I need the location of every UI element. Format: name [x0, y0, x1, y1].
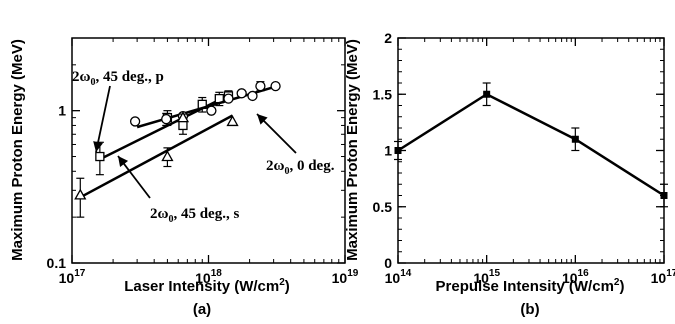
panel-a-x-tick-label: 1019	[332, 268, 359, 286]
panel-a-point-circle	[161, 113, 172, 125]
panel-a-point-triangle	[226, 115, 239, 127]
panel-a-point-circle	[270, 80, 281, 92]
panel-b-x-tick-label: 1016	[562, 268, 589, 286]
panel-b-point	[571, 135, 579, 143]
panel-b-point	[394, 147, 402, 154]
panel-a-plot-area: 1017 1018 1019 0.1 1 2ω0, 45 deg., p 2ω0, 0 de…	[47, 37, 359, 286]
panel-a-point-triangle	[176, 111, 190, 123]
panel-a-y-axis-label: Maximum Proton Energy (MeV)	[9, 39, 26, 261]
panel-b-y-tick-label: 2	[384, 30, 392, 46]
panel-b-point	[660, 192, 668, 199]
panel-a-point-square	[95, 151, 105, 162]
panel-a-fit-line-3	[79, 114, 234, 199]
panel-a-x-tick-label: 1018	[195, 268, 222, 286]
panel-b-data-line	[397, 92, 665, 197]
panel-b-x-axis-label: Prepulse Intensity (W/cm2)	[436, 277, 625, 295]
panel-a-annotation-3: 2ω0, 45 deg., s	[150, 206, 239, 225]
panel-a-point-circle	[206, 105, 217, 116]
panel-a-point-circle	[247, 90, 258, 102]
panel-a-point-triangle	[74, 188, 87, 200]
panel-b-y-tick-label: 0.5	[373, 199, 393, 215]
panel-a-annotation-arrow-head	[118, 156, 129, 167]
panel-a-y-tick-label: 0.1	[47, 255, 67, 271]
panel-b-y-axis-label: Maximum Proton Energy (MeV)	[344, 39, 361, 261]
panel-b-label: (b)	[520, 301, 539, 318]
panel-a-annotation-2: 2ω0, 0 deg.	[266, 158, 335, 177]
panel-a: 1017 1018 1019 0.1 1 2ω0, 45 deg., p 2ω0, 0 de…	[9, 37, 359, 318]
panel-b-x-tick-label: 1017	[651, 268, 675, 286]
panel-b-x-tick-label: 1014	[385, 268, 412, 286]
panel-b: 1014 1015 1016 1017 0 0.5 1 1.5 2 Maximum Proton…	[344, 30, 675, 318]
panel-a-annotation-arrow-line	[95, 85, 111, 153]
panel-a-annotation-1: 2ω0, 45 deg., p	[72, 69, 164, 88]
panel-b-y-tick-label: 0	[384, 255, 392, 271]
panel-a-fit-line-1	[99, 92, 234, 161]
panel-a-x-tick-label: 1017	[59, 268, 86, 286]
panel-a-annotation-arrow-head	[93, 141, 103, 152]
panel-a-label: (a)	[193, 301, 211, 318]
panel-a-point-circle	[223, 93, 234, 104]
panel-b-y-tick-label: 1	[384, 143, 392, 159]
panel-a-y-tick-label: 1	[58, 103, 66, 119]
panel-a-fit-line-2	[136, 84, 278, 129]
panel-b-x-tick-label: 1015	[473, 268, 500, 286]
panel-a-point-circle	[236, 88, 247, 99]
panel-a-point-square	[178, 120, 188, 131]
panel-a-point-circle	[129, 116, 141, 127]
panel-b-y-tick-label: 1.5	[373, 86, 393, 102]
panel-b-plot-area: 1014 1015 1016 1017 0 0.5 1 1.5 2	[373, 30, 675, 286]
panel-a-point-circle	[255, 80, 266, 92]
panel-a-x-axis-label: Laser Intensity (W/cm2)	[124, 277, 290, 295]
panel-b-frame	[397, 37, 665, 264]
panel-a-point-triangle	[161, 150, 174, 162]
panel-a-annotation-arrow-head	[257, 114, 268, 125]
panel-b-point	[483, 90, 491, 98]
